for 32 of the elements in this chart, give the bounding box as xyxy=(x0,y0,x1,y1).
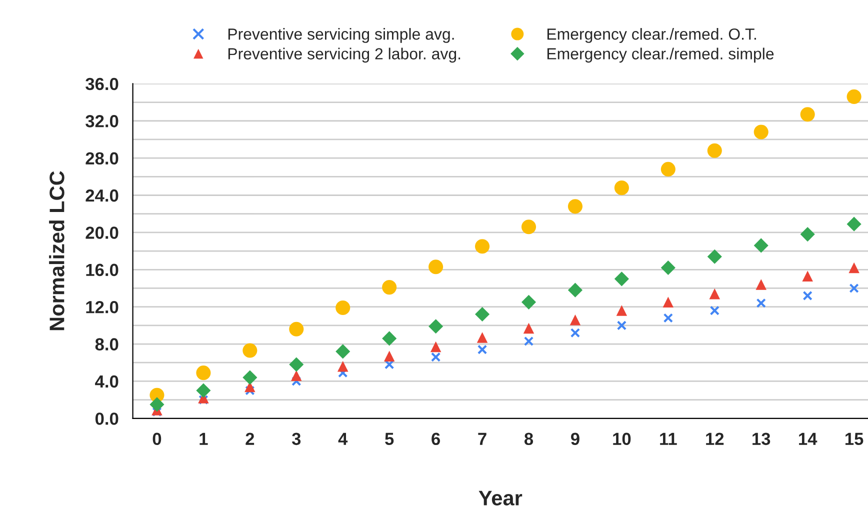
x-tick-label: 10 xyxy=(613,432,631,446)
x-tick-label: 14 xyxy=(799,432,818,445)
legend-label: Emergency clear./remed. O.T. xyxy=(547,28,756,43)
y-tick-label: 8.0 xyxy=(95,338,118,350)
y-axis-title: Normalized LCC xyxy=(49,171,64,330)
x-axis-title: Year xyxy=(478,490,522,506)
y-tick-label: 24.0 xyxy=(86,189,118,202)
x-tick-label: 2 xyxy=(246,432,254,445)
x-tick-label: 8 xyxy=(524,432,534,446)
x-tick-label: 12 xyxy=(706,432,724,445)
x-tick-label: 4 xyxy=(338,432,348,445)
y-tick-label: 36.0 xyxy=(86,78,118,90)
y-tick-label: 4.0 xyxy=(95,375,118,388)
x-tick-label: 11 xyxy=(660,432,677,445)
y-tick-label: 16.0 xyxy=(86,264,118,276)
legend-label: Preventive servicing 2 labor. avg. xyxy=(228,48,460,63)
y-tick-label: 0.0 xyxy=(95,412,118,425)
x-tick-label: 9 xyxy=(571,432,580,446)
x-tick-label: 1 xyxy=(200,432,208,445)
x-tick-label: 0 xyxy=(152,432,162,446)
y-tick-label: 20.0 xyxy=(86,226,118,239)
x-tick-label: 7 xyxy=(478,432,486,445)
y-tick-label: 28.0 xyxy=(86,152,118,165)
y-tick-label: 32.0 xyxy=(86,115,118,128)
legend-label: Emergency clear./remed. simple xyxy=(547,48,774,63)
x-tick-label: 13 xyxy=(752,432,770,446)
x-tick-label: 6 xyxy=(432,432,440,446)
x-tick-label: 5 xyxy=(385,432,394,446)
y-tick-label: 12.0 xyxy=(86,300,118,314)
x-tick-label: 3 xyxy=(292,432,301,446)
x-tick-label: 15 xyxy=(845,432,864,446)
legend-label: Preventive servicing simple avg. xyxy=(228,28,454,43)
